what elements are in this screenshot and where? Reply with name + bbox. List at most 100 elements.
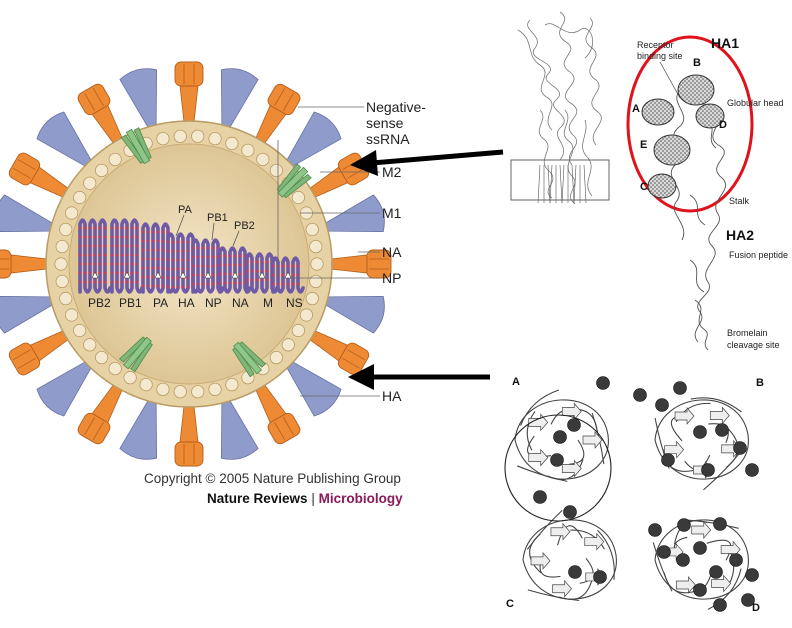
bromelain-label: Bromelain cleavage site (727, 328, 780, 350)
na-residue-marker (693, 541, 707, 555)
polymerase-label-pa: PA (178, 204, 193, 216)
segment-label-na: NA (232, 296, 249, 310)
na-residue-marker (568, 565, 582, 579)
na-quadrant-b: B (756, 377, 764, 389)
na-residue-markers (533, 376, 759, 612)
na-spike (36, 111, 92, 167)
arrow-head-top (350, 150, 378, 176)
stalk-label: Stalk (729, 196, 750, 206)
na-residue-marker (655, 398, 669, 412)
na-spike (324, 194, 385, 233)
segment-label-ns: NS (286, 296, 303, 310)
na-residue-marker (733, 441, 747, 455)
pb1-leader (211, 222, 215, 241)
pb2-leader (232, 230, 240, 247)
label-m2: M2 (382, 164, 402, 180)
na-quadrant-a: A (512, 376, 520, 388)
na-residue-marker (693, 425, 707, 439)
influenza-virion: PA PB1 PB2 PB2 PB1 PA HA NP NA M NS (0, 61, 430, 467)
ha1-title: HA1 (711, 35, 739, 51)
na-residue-marker (550, 453, 564, 467)
segment-label-pa: PA (153, 296, 168, 310)
site-label-c: C (640, 181, 648, 193)
site-label-a: A (632, 103, 640, 115)
na-residue-marker (713, 517, 727, 531)
na-active-site-circle (504, 414, 612, 522)
segment-labels: PB2 PB1 PA HA NP NA M NS (88, 296, 303, 310)
copyright-notice: Copyright © 2005 Nature Publishing Group (144, 471, 401, 486)
ha-spike (8, 330, 70, 376)
ha1-highlight-circle (626, 35, 754, 213)
na-spike (324, 295, 385, 334)
na-spike (0, 295, 54, 334)
journal-subtitle: Microbiology (318, 491, 403, 506)
receptor-leader (659, 61, 681, 99)
segment-label-np: NP (205, 296, 222, 310)
rnp-segment (245, 252, 279, 294)
na-spike (0, 194, 54, 233)
segment-label-pb1: PB1 (119, 296, 142, 310)
arrow-to-ha-structure (371, 149, 504, 166)
na-spike (220, 399, 259, 460)
na-residue-marker (596, 376, 610, 390)
ha-spike (255, 83, 301, 145)
fusion-peptide-label: Fusion peptide (729, 250, 788, 260)
na-quadrant-d: D (752, 602, 760, 614)
ha-transmembrane-lines (537, 164, 587, 204)
site-label-d: D (719, 119, 727, 131)
na-residue-marker (701, 463, 715, 477)
na-residue-marker (715, 423, 729, 437)
polymerase-label-pb2: PB2 (234, 220, 255, 232)
na-residue-marker (553, 430, 567, 444)
segment-label-ha: HA (178, 296, 195, 310)
na-residue-marker (713, 598, 727, 612)
pointer-arrows (348, 149, 504, 390)
rnp-segments (78, 218, 305, 294)
na-residue-marker (709, 565, 723, 579)
na-monomer-ribbon (522, 509, 617, 602)
na-residue-marker (648, 523, 662, 537)
membrane-box (510, 159, 610, 201)
na-residue-marker (563, 505, 577, 519)
ha-spike (174, 61, 204, 123)
surface-spikes (0, 61, 392, 467)
ha-trimer-ribbon (517, 11, 602, 205)
na-spike (286, 361, 342, 417)
m2-ion-channels (118, 127, 312, 378)
label-negative-sense-ssrna: Negative- sense ssRNA (366, 99, 430, 147)
ha2-title: HA2 (726, 227, 754, 243)
ha-spike (77, 83, 123, 145)
label-na: NA (382, 244, 402, 260)
na-tetramer-diagram: A B C D (504, 376, 764, 614)
na-spike (286, 111, 342, 167)
na-residue-marker (729, 553, 743, 567)
m2-channel (276, 163, 312, 199)
label-m1: M1 (382, 205, 402, 221)
na-residue-marker (633, 388, 647, 402)
na-residue-marker (676, 553, 690, 567)
na-residue-marker (693, 583, 707, 597)
na-residue-marker (533, 490, 547, 504)
journal-credit: Nature Reviews | Microbiology (207, 491, 403, 506)
na-residue-marker (741, 593, 755, 607)
rnp-segment (78, 218, 112, 294)
ha-spike (0, 249, 48, 279)
m2-channel (118, 336, 153, 373)
globular-head-label: Globular head (727, 98, 784, 108)
na-spike (119, 68, 158, 129)
na-residue-marker (661, 453, 675, 467)
ha-spike (255, 383, 301, 445)
journal-name: Nature Reviews (207, 491, 308, 506)
na-residue-marker (745, 568, 759, 582)
rnp-segment (110, 218, 144, 294)
na-monomer-ribbon (514, 389, 609, 482)
receptor-binding-label: Receptor binding site (637, 40, 683, 61)
ha-monomer-diagram: HA1 HA2 Receptor binding site Globular h… (626, 35, 788, 351)
label-np: NP (382, 270, 401, 286)
pa-leader (175, 214, 185, 237)
segment-label-pb2: PB2 (88, 296, 111, 310)
na-residue-marker (677, 518, 691, 532)
na-monomer-ribbon (654, 397, 749, 491)
polymerase-label-pb1: PB1 (207, 212, 228, 224)
